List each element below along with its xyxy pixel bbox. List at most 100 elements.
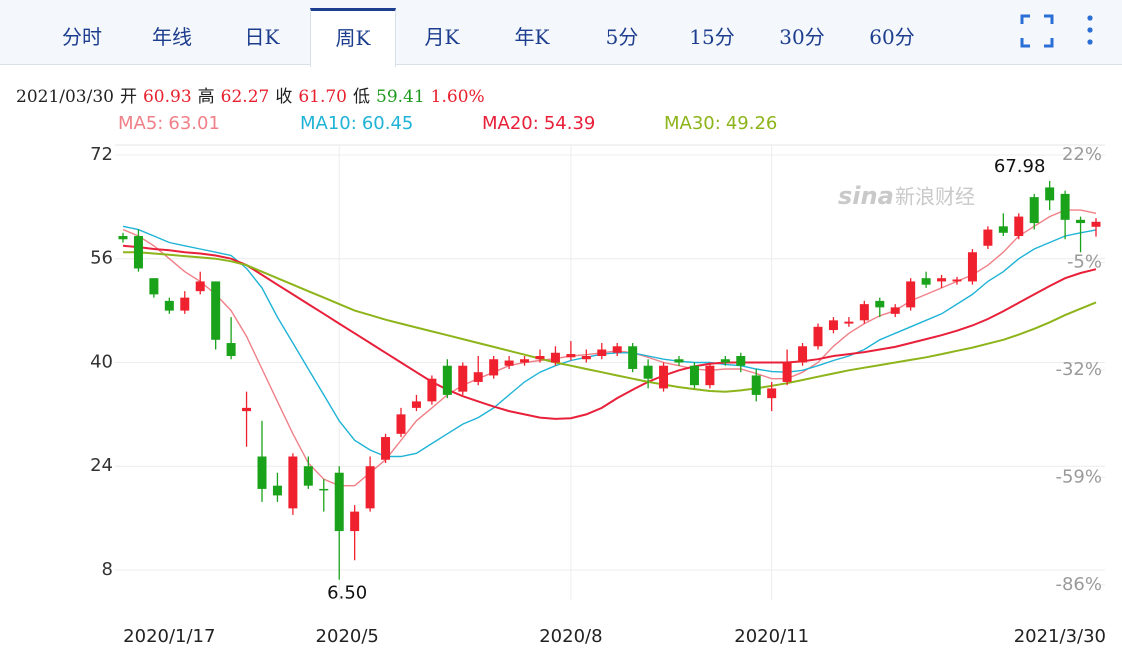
more-icon[interactable] <box>1087 15 1093 45</box>
ma-value: 49.26 <box>725 113 778 134</box>
candle-body <box>242 407 252 412</box>
watermark-logo: sina <box>838 182 894 210</box>
y2-tick-label: -5% <box>1067 251 1102 272</box>
candle-body <box>643 365 653 379</box>
candle-body <box>550 352 560 363</box>
candle-body <box>597 349 607 356</box>
candle-body <box>164 300 174 311</box>
candle-body <box>859 304 869 321</box>
candle-body <box>782 362 792 382</box>
tab[interactable]: 60分 <box>869 25 915 49</box>
ma-name: MA5: <box>118 113 164 134</box>
ma-value: 54.39 <box>543 113 596 134</box>
candle-body <box>288 456 298 509</box>
x-tick-label: 2021/3/30 <box>1014 626 1106 647</box>
field-label: 收 <box>275 87 293 107</box>
candle-body <box>890 307 900 314</box>
ma-legend: MA5: 63.01 MA10: 60.45 MA20: 54.39 MA30: 49.26 <box>118 113 846 134</box>
tab[interactable]: 日K <box>244 25 280 49</box>
ma-legend-item: MA10: 60.45 <box>300 113 482 134</box>
ma-line <box>122 209 1097 487</box>
candle-body <box>674 359 684 363</box>
ma-name: MA20: <box>482 113 539 134</box>
candle-body <box>411 401 421 408</box>
candle-body <box>612 346 622 353</box>
candle-body <box>689 365 699 386</box>
candle-body <box>875 300 885 308</box>
candle-body <box>1060 193 1070 220</box>
candle-body <box>396 414 406 434</box>
candle-body <box>473 372 483 382</box>
ma-legend-item: MA30: 49.26 <box>664 113 846 134</box>
candle-body <box>458 365 468 392</box>
candle-body <box>520 359 530 363</box>
field-label: 高 <box>197 87 215 107</box>
field-label: 低 <box>353 87 370 107</box>
field-label: 开 <box>119 87 137 107</box>
y2-tick-label: -59% <box>1055 466 1102 487</box>
y2-tick-label: -32% <box>1055 359 1102 380</box>
field-value: 61.70 <box>298 87 347 107</box>
ma-line <box>122 225 1097 458</box>
quote-date: 2021/03/30 <box>16 87 114 107</box>
candle-body <box>427 378 437 402</box>
tab[interactable]: 月K <box>424 25 460 49</box>
candle-body <box>350 511 360 532</box>
candle-body <box>442 365 452 395</box>
candle-body <box>180 297 190 311</box>
candle-body <box>566 354 576 358</box>
candle-body <box>1029 197 1039 224</box>
tab[interactable]: 年K <box>514 25 550 49</box>
field-value: 59.41 <box>376 87 425 107</box>
candle-body <box>1045 187 1055 201</box>
tab[interactable]: 年线 <box>152 25 192 49</box>
candle-body <box>1014 216 1024 237</box>
ma-value: 63.01 <box>168 113 220 134</box>
candle-body <box>1091 221 1101 227</box>
candle-body <box>211 281 221 340</box>
ma-name: MA30: <box>664 113 721 134</box>
candle-body <box>257 456 267 489</box>
y-tick-label: 56 <box>90 248 113 269</box>
candle-body <box>581 355 591 360</box>
x-tick-label: 2020/8 <box>539 626 602 647</box>
candle-body <box>906 281 916 308</box>
tab[interactable]: 15分 <box>689 25 735 49</box>
tab[interactable]: 分时 <box>62 25 102 49</box>
candle-body <box>118 236 128 240</box>
candle-body <box>303 466 313 486</box>
candle-body <box>983 229 993 246</box>
field-value: 60.93 <box>142 87 192 107</box>
candle-body <box>813 326 823 347</box>
tab[interactable]: 5分 <box>605 25 639 49</box>
watermark-text: 新浪财经 <box>895 185 975 209</box>
candle-body <box>365 466 375 509</box>
candle-body <box>381 437 391 460</box>
extreme-label: 67.98 <box>994 156 1046 177</box>
candle-body <box>921 278 931 285</box>
candle-body <box>937 278 947 282</box>
candle-body <box>798 346 808 363</box>
y2-tick-label: 22% <box>1062 144 1102 165</box>
tab[interactable]: 周K <box>310 8 396 67</box>
x-tick-label: 2020/11 <box>734 626 809 647</box>
candle-body <box>705 365 715 386</box>
ma-line <box>123 251 1097 393</box>
y-tick-label: 72 <box>90 144 113 165</box>
candle-body <box>195 281 205 292</box>
candle-body <box>967 252 977 282</box>
tab-bar: 分时 年线 日K 周K 月K 年K 5分 15分 30分 60分 <box>0 0 1122 67</box>
ma-legend-item: MA20: 54.39 <box>482 113 664 134</box>
candle-body <box>1076 219 1086 224</box>
candle-body <box>628 346 638 369</box>
candle-body <box>133 236 143 269</box>
fullscreen-icon[interactable] <box>1020 14 1054 48</box>
candle-body <box>504 360 514 366</box>
candle-body <box>998 226 1008 233</box>
x-tick-label: 2020/1/17 <box>123 626 215 647</box>
tab[interactable]: 30分 <box>779 25 825 49</box>
candle-body <box>751 375 761 395</box>
extreme-label: 6.50 <box>327 583 367 604</box>
